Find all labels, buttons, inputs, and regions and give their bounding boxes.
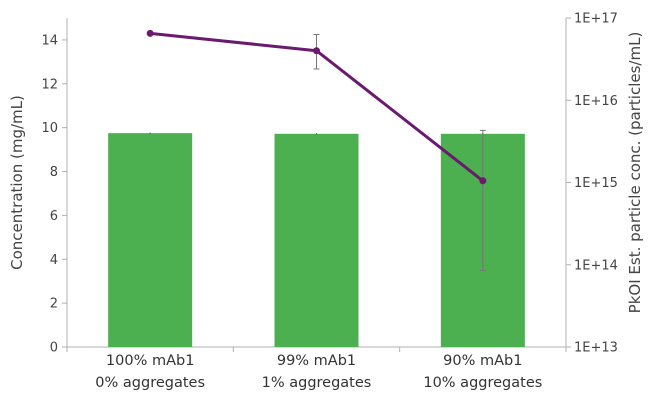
series-point	[479, 177, 487, 185]
x-tick-label: 10% aggregates	[423, 375, 542, 391]
y2-tick-label: 1E+13	[574, 341, 618, 356]
x-tick-label: 99% mAb1	[277, 353, 356, 369]
x-tick-label: 100% mAb1	[106, 353, 195, 369]
y-tick-label: 2	[50, 297, 58, 312]
y-tick-label: 12	[41, 77, 58, 92]
y-tick-label: 14	[41, 33, 58, 48]
y-tick-label: 10	[41, 121, 58, 136]
y2-tick-label: 1E+17	[574, 12, 618, 27]
y2-axis-title: PkOI Est. particle conc. (particles/mL)	[626, 32, 644, 314]
y-tick-label: 8	[50, 165, 58, 180]
y2-tick-label: 1E+15	[574, 176, 618, 191]
bar	[274, 133, 359, 347]
y2-tick-label: 1E+14	[574, 258, 618, 273]
x-tick-label: 1% aggregates	[262, 375, 372, 391]
y-tick-label: 4	[50, 253, 58, 268]
series-point	[313, 47, 320, 55]
y-axis-title: Concentration (mg/mL)	[8, 95, 26, 270]
x-tick-label: 0% aggregates	[95, 375, 205, 391]
y-tick-label: 6	[50, 209, 58, 224]
bar	[108, 133, 193, 347]
y-tick-label: 0	[50, 341, 58, 356]
series-point	[146, 29, 154, 37]
y2-tick-label: 1E+16	[574, 94, 618, 109]
x-tick-label: 90% mAb1	[443, 353, 522, 369]
